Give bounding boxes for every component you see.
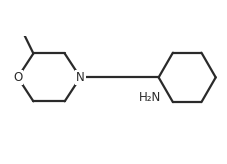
Text: N: N: [76, 71, 85, 84]
Text: O: O: [13, 71, 22, 84]
Text: H₂N: H₂N: [139, 91, 161, 104]
